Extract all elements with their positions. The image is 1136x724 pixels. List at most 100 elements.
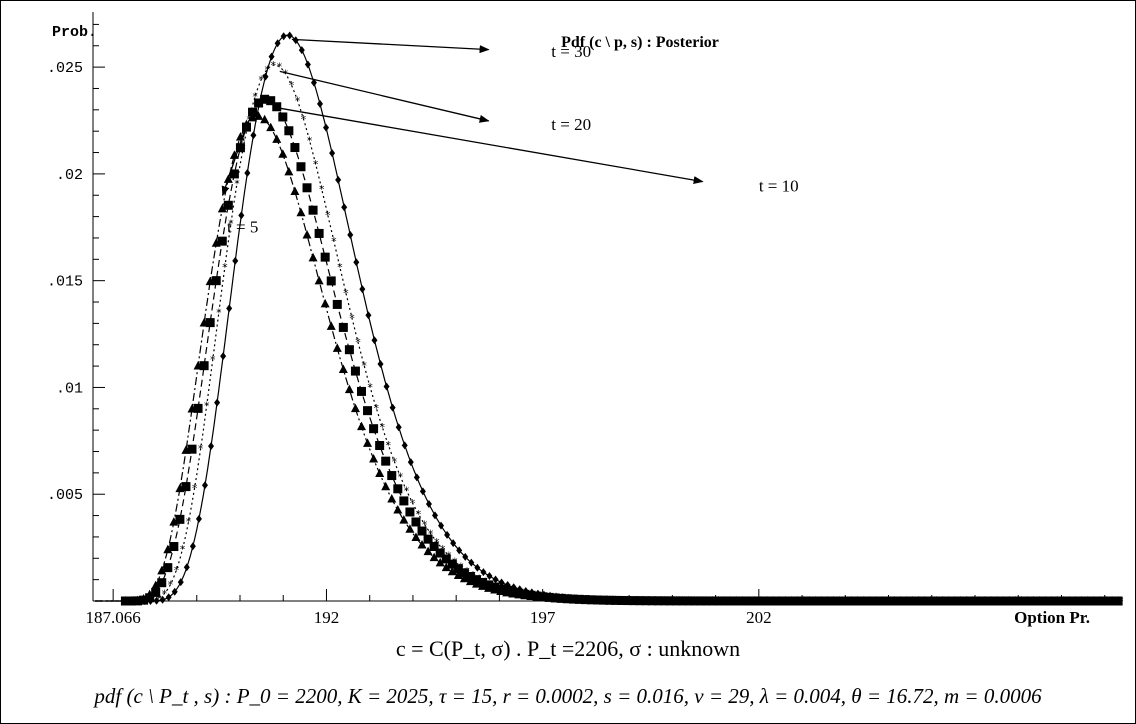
square-marker bbox=[169, 542, 179, 552]
square-marker bbox=[151, 587, 161, 597]
triangle-marker bbox=[435, 557, 445, 567]
diamond-marker bbox=[474, 563, 481, 572]
square-marker bbox=[157, 578, 167, 588]
diamond-marker bbox=[1049, 597, 1056, 605]
square-marker bbox=[320, 252, 330, 262]
star-marker: * bbox=[434, 536, 440, 549]
diamond-marker bbox=[704, 596, 711, 605]
diamond-marker bbox=[316, 99, 323, 108]
square-marker bbox=[441, 554, 451, 564]
diamond-marker bbox=[540, 590, 547, 599]
star-marker: * bbox=[398, 470, 404, 483]
annotation-layer: t = 30 t = 20 t = 10 t = 5 bbox=[221, 38, 799, 236]
square-marker bbox=[447, 559, 457, 569]
diamond-marker bbox=[885, 596, 892, 605]
square-marker bbox=[478, 577, 488, 587]
star-marker: * bbox=[295, 94, 301, 107]
diamond-marker bbox=[994, 597, 1001, 605]
star-marker: * bbox=[325, 209, 331, 222]
y-tick-label: .025 bbox=[47, 60, 83, 77]
star-marker: * bbox=[319, 183, 325, 196]
star-marker: * bbox=[301, 113, 307, 126]
diamond-marker bbox=[456, 546, 463, 555]
star-marker: * bbox=[537, 590, 543, 603]
square-marker bbox=[308, 205, 318, 215]
triangle-marker bbox=[290, 186, 300, 195]
square-marker bbox=[399, 496, 409, 506]
diamond-marker bbox=[1019, 597, 1026, 605]
diamond-marker bbox=[292, 36, 299, 45]
diamond-marker bbox=[710, 596, 717, 605]
square-marker bbox=[248, 107, 258, 117]
star-marker: * bbox=[204, 399, 210, 412]
diamond-marker bbox=[1007, 597, 1014, 605]
diamond-marker bbox=[740, 596, 747, 605]
diamond-marker bbox=[777, 596, 784, 605]
caption-parameters: pdf (c \ P_t , s) : P_0 = 2200, K = 2025… bbox=[94, 684, 1042, 708]
square-marker bbox=[223, 200, 233, 210]
triangle-marker bbox=[278, 149, 288, 158]
diamond-marker bbox=[1097, 597, 1104, 605]
diamond-marker bbox=[171, 587, 178, 596]
star-marker: * bbox=[386, 439, 392, 452]
diamond-marker bbox=[837, 596, 844, 605]
star-marker: * bbox=[373, 402, 379, 415]
diamond-marker bbox=[335, 175, 342, 184]
annotation-arrow bbox=[276, 107, 704, 184]
diamond-marker bbox=[341, 203, 348, 212]
diamond-marker bbox=[1037, 597, 1044, 605]
star-marker: * bbox=[156, 592, 162, 605]
diamond-marker bbox=[425, 499, 432, 508]
square-marker bbox=[296, 162, 306, 172]
star-marker: * bbox=[416, 508, 422, 521]
x-tick-label: 197 bbox=[530, 608, 556, 627]
diamond-marker bbox=[559, 593, 566, 602]
triangle-marker bbox=[387, 493, 397, 503]
star-marker: * bbox=[234, 178, 240, 191]
diamond-marker bbox=[655, 596, 662, 605]
triangle-marker bbox=[350, 403, 360, 413]
diamond-marker bbox=[734, 596, 741, 605]
star-marker: * bbox=[555, 592, 561, 605]
x-tick-label: 187.066 bbox=[86, 608, 141, 627]
diamond-marker bbox=[619, 596, 626, 605]
star-marker: * bbox=[252, 90, 258, 103]
diamond-marker bbox=[347, 230, 354, 239]
square-marker bbox=[387, 471, 397, 481]
diamond-marker bbox=[1091, 597, 1098, 605]
diamond-marker bbox=[304, 60, 311, 69]
annotation-label: t = 20 bbox=[551, 115, 591, 134]
diamond-marker bbox=[510, 583, 517, 592]
diamond-marker bbox=[922, 596, 929, 605]
star-marker: * bbox=[549, 592, 555, 605]
diamond-marker bbox=[177, 578, 184, 587]
diamond-marker bbox=[789, 596, 796, 605]
square-marker bbox=[465, 571, 475, 581]
star-marker: * bbox=[246, 113, 252, 126]
star-marker: * bbox=[507, 584, 513, 597]
diamond-marker bbox=[431, 511, 438, 520]
diamond-marker bbox=[528, 588, 535, 597]
triangle-marker bbox=[363, 438, 373, 447]
diamond-marker bbox=[1000, 597, 1007, 605]
triangle-marker bbox=[284, 166, 294, 176]
star-marker: * bbox=[519, 587, 525, 600]
diamond-marker bbox=[982, 597, 989, 605]
diamond-marker bbox=[498, 578, 505, 587]
star-marker: * bbox=[513, 586, 519, 599]
triangle-marker bbox=[308, 252, 318, 262]
star-marker: * bbox=[180, 543, 186, 556]
star-marker: * bbox=[446, 550, 452, 563]
square-marker bbox=[235, 143, 245, 153]
diamond-marker bbox=[353, 258, 360, 267]
square-marker bbox=[375, 441, 385, 451]
square-marker bbox=[205, 318, 215, 328]
square-marker bbox=[338, 322, 348, 332]
diamond-marker bbox=[746, 596, 753, 605]
diamond-marker bbox=[892, 596, 899, 605]
annotation-label: t = 30 bbox=[551, 42, 591, 61]
triangle-marker bbox=[423, 546, 433, 556]
diamond-marker bbox=[1043, 597, 1050, 605]
triangle-marker bbox=[405, 524, 415, 533]
star-marker: * bbox=[331, 235, 337, 248]
